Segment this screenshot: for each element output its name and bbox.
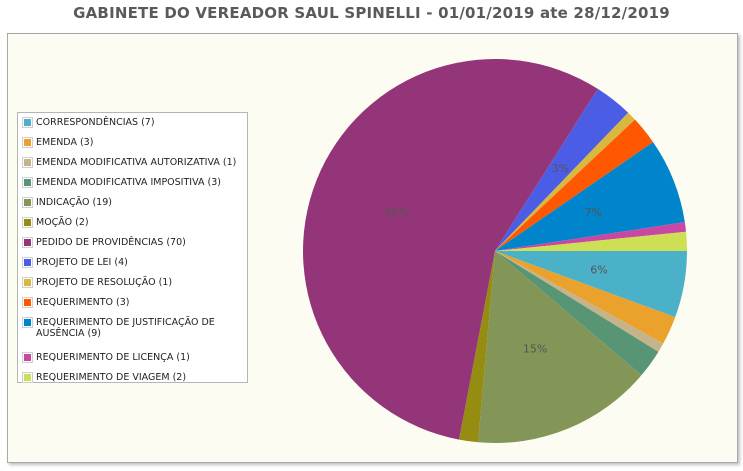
legend-swatch xyxy=(22,297,33,308)
legend-swatch xyxy=(22,197,33,208)
legend-label: EMENDA MODIFICATIVA AUTORIZATIVA (1) xyxy=(36,157,237,168)
pie-slice-2[interactable] xyxy=(495,251,664,352)
legend-item[interactable]: EMENDA MODIFICATIVA AUTORIZATIVA (1) xyxy=(22,157,244,168)
legend-label: EMENDA MODIFICATIVA IMPOSITIVA (3) xyxy=(36,177,221,188)
legend-label: PEDIDO DE PROVIDÊNCIAS (70) xyxy=(36,237,186,248)
legend-item[interactable]: EMENDA MODIFICATIVA IMPOSITIVA (3) xyxy=(22,177,244,188)
pie-slice-6[interactable] xyxy=(303,59,598,440)
pie-slice-5[interactable] xyxy=(459,251,495,443)
pie-slice-11[interactable] xyxy=(495,222,687,251)
chart-title: GABINETE DO VEREADOR SAUL SPINELLI - 01/… xyxy=(73,4,670,22)
pie-slice-7[interactable] xyxy=(495,88,629,251)
pie-slice-3[interactable] xyxy=(495,251,659,376)
legend-label: INDICAÇÃO (19) xyxy=(36,197,112,208)
legend-item[interactable]: EMENDA (3) xyxy=(22,137,244,148)
legend-item[interactable]: REQUERIMENTO (3) xyxy=(22,297,244,308)
legend-item[interactable]: PROJETO DE RESOLUÇÃO (1) xyxy=(22,277,244,288)
legend-label: PROJETO DE RESOLUÇÃO (1) xyxy=(36,277,173,288)
legend-label: MOÇÃO (2) xyxy=(36,217,89,228)
chart-legend: CORRESPONDÊNCIAS (7) EMENDA (3) EMENDA MOD… xyxy=(17,112,248,383)
pie-slice-label-10: 7% xyxy=(584,206,601,219)
pie-slice-9[interactable] xyxy=(495,119,654,251)
pie-slice-0[interactable] xyxy=(495,251,688,318)
pie-slice-label-0: 6% xyxy=(590,264,607,277)
pie-slice-1[interactable] xyxy=(495,251,676,344)
legend-item[interactable]: REQUERIMENTO DE VIAGEM (2) xyxy=(22,372,244,383)
pie-slice-label-6: 56% xyxy=(385,206,409,219)
legend-item[interactable]: MOÇÃO (2) xyxy=(22,217,244,228)
legend-label: REQUERIMENTO DE LICENÇA (1) xyxy=(36,352,190,363)
legend-swatch xyxy=(22,237,33,248)
legend-label: REQUERIMENTO DE VIAGEM (2) xyxy=(36,372,187,383)
legend-swatch xyxy=(22,257,33,268)
legend-label: EMENDA (3) xyxy=(36,137,94,148)
legend-label: REQUERIMENTO DE JUSTIFICAÇÃO DE AUSÊNCIA… xyxy=(36,317,215,339)
legend-swatch xyxy=(22,372,33,383)
legend-swatch xyxy=(22,317,33,328)
pie-slice-label-4: 15% xyxy=(523,343,547,356)
legend-swatch xyxy=(22,277,33,288)
legend-swatch xyxy=(22,157,33,168)
legend-swatch xyxy=(22,217,33,228)
legend-item[interactable]: REQUERIMENTO DE JUSTIFICAÇÃO DE AUSÊNCIA… xyxy=(22,317,244,339)
legend-item[interactable]: CORRESPONDÊNCIAS (7) xyxy=(22,117,244,128)
legend-label: REQUERIMENTO (3) xyxy=(36,297,130,308)
pie-slice-12[interactable] xyxy=(495,231,687,251)
legend-item[interactable]: PEDIDO DE PROVIDÊNCIAS (70) xyxy=(22,237,244,248)
legend-item[interactable]: PROJETO DE LEI (4) xyxy=(22,257,244,268)
legend-item[interactable]: REQUERIMENTO DE LICENÇA (1) xyxy=(22,352,244,363)
legend-swatch xyxy=(22,137,33,148)
pie-slice-10[interactable] xyxy=(495,142,685,251)
legend-swatch xyxy=(22,177,33,188)
legend-swatch xyxy=(22,117,33,128)
legend-label: PROJETO DE LEI (4) xyxy=(36,257,128,268)
legend-swatch xyxy=(22,352,33,363)
legend-item[interactable]: INDICAÇÃO (19) xyxy=(22,197,244,208)
pie-slice-4[interactable] xyxy=(478,251,642,444)
legend-label: CORRESPONDÊNCIAS (7) xyxy=(36,117,155,128)
pie-slice-label-7: 3% xyxy=(551,162,568,175)
pie-slice-8[interactable] xyxy=(495,112,635,251)
